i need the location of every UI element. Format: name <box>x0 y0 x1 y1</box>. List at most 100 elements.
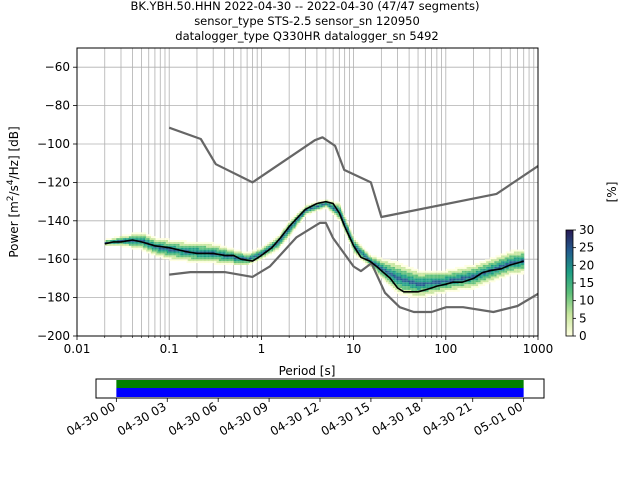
density-cell <box>148 234 150 237</box>
density-cell <box>288 228 290 231</box>
density-cell <box>435 278 437 281</box>
density-cell <box>311 211 313 214</box>
density-cell <box>388 270 390 273</box>
density-cell <box>186 249 188 252</box>
density-cell <box>221 245 223 248</box>
density-cell <box>422 282 424 285</box>
density-cell <box>130 241 132 244</box>
density-cell <box>152 241 154 244</box>
density-cell <box>218 257 221 260</box>
density-cell <box>428 276 430 279</box>
density-cell <box>124 241 126 244</box>
density-cell <box>485 282 487 285</box>
density-cell <box>395 288 397 290</box>
density-cell <box>491 272 494 275</box>
density-cell <box>468 264 471 267</box>
density-cell <box>409 278 411 281</box>
density-cell <box>258 247 260 250</box>
density-cell <box>398 266 400 269</box>
density-cell <box>451 278 453 281</box>
density-cell <box>479 280 481 283</box>
density-cell <box>411 268 413 271</box>
density-cell <box>194 245 196 248</box>
density-cell <box>286 234 289 237</box>
density-cell <box>179 253 181 256</box>
density-cell <box>510 257 512 260</box>
density-cell <box>245 251 247 254</box>
density-cell <box>473 284 475 287</box>
density-cell <box>321 205 323 208</box>
density-cell <box>165 251 167 254</box>
density-cell <box>402 280 404 283</box>
density-cell <box>175 240 177 242</box>
density-cell <box>398 264 400 267</box>
density-cell <box>228 257 230 260</box>
density-cell <box>464 272 466 275</box>
density-cell <box>409 284 411 287</box>
density-cell <box>405 280 407 283</box>
density-cell <box>109 243 111 246</box>
density-cell <box>195 245 197 248</box>
density-cell <box>344 215 346 217</box>
density-cell <box>399 270 401 273</box>
density-cell <box>347 228 350 231</box>
density-cell <box>487 282 489 285</box>
density-cell <box>157 255 159 258</box>
density-cell <box>487 263 489 265</box>
density-cell <box>517 249 519 252</box>
density-cell <box>208 253 210 256</box>
density-cell <box>502 259 504 262</box>
density-cell <box>404 274 406 277</box>
density-cell <box>520 270 522 273</box>
density-cell <box>420 293 422 296</box>
density-cell <box>413 288 415 290</box>
density-cell <box>415 293 418 296</box>
density-cell <box>400 272 403 275</box>
density-cell <box>487 259 489 262</box>
density-cell <box>362 249 365 252</box>
density-cell <box>398 293 400 296</box>
density-cell <box>224 255 226 258</box>
density-cell <box>490 272 492 275</box>
density-cell <box>505 266 507 269</box>
density-cell <box>273 241 275 244</box>
density-cell <box>444 276 446 279</box>
density-cell <box>425 274 427 277</box>
density-cell <box>170 253 172 256</box>
density-cell <box>511 257 513 260</box>
density-cell <box>210 255 212 258</box>
density-cell <box>232 255 234 258</box>
density-cell <box>185 249 187 252</box>
density-cell <box>155 247 157 250</box>
density-cell <box>511 266 513 269</box>
density-cell <box>322 203 324 206</box>
density-cell <box>458 286 460 288</box>
density-cell <box>359 245 361 248</box>
density-cell <box>472 284 474 287</box>
density-cell <box>277 236 279 239</box>
density-cell <box>263 255 265 258</box>
density-cell <box>308 207 310 210</box>
density-cell <box>466 286 468 288</box>
density-cell <box>118 236 120 239</box>
density-cell <box>239 249 241 252</box>
density-cell <box>472 276 474 279</box>
density-cell <box>184 245 186 248</box>
density-cell <box>173 251 176 254</box>
density-cell <box>523 268 525 271</box>
density-cell <box>385 280 388 283</box>
density-cell <box>442 276 444 279</box>
density-cell <box>398 274 400 277</box>
density-cell <box>373 257 375 260</box>
density-cell <box>341 222 343 225</box>
density-cell <box>381 274 383 277</box>
density-cell <box>224 253 226 256</box>
density-cell <box>214 243 216 246</box>
density-cell <box>202 257 204 260</box>
density-cell <box>399 274 401 277</box>
density-cell <box>198 245 200 248</box>
density-cell <box>146 251 148 254</box>
density-cell <box>467 272 469 275</box>
density-cell <box>157 247 159 250</box>
density-cell <box>350 230 352 233</box>
